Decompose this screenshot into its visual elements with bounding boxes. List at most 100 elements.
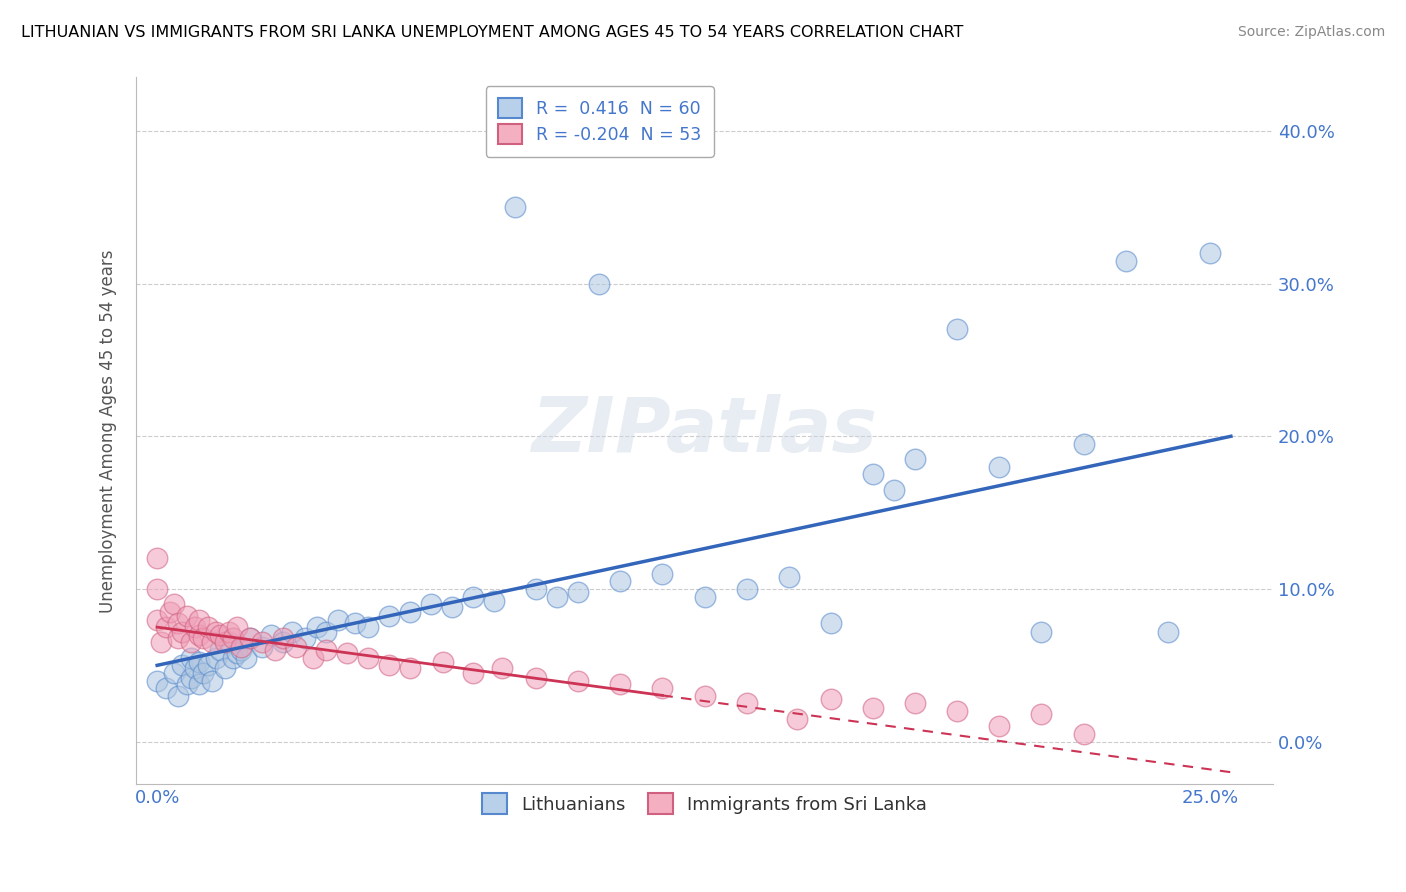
Point [209, 643, 232, 657]
Point [167, 615, 190, 630]
Point [180, 635, 202, 649]
Point [344, 615, 367, 630]
Point [357, 650, 380, 665]
Point [150, 635, 173, 649]
Point [336, 646, 359, 660]
Text: Source: ZipAtlas.com: Source: ZipAtlas.com [1237, 25, 1385, 39]
Point [159, 605, 181, 619]
Point [357, 620, 380, 634]
Point [1073, 727, 1095, 741]
Point [163, 597, 186, 611]
Point [419, 597, 441, 611]
Point [315, 643, 337, 657]
Point [735, 697, 758, 711]
Point [155, 620, 177, 634]
Point [205, 650, 228, 665]
Point [264, 643, 287, 657]
Point [285, 640, 308, 654]
Point [172, 658, 194, 673]
Point [218, 624, 240, 639]
Point [904, 697, 927, 711]
Point [1115, 253, 1137, 268]
Point [239, 631, 262, 645]
Point [328, 613, 350, 627]
Point [184, 661, 207, 675]
Point [609, 676, 631, 690]
Y-axis label: Unemployment Among Ages 45 to 54 years: Unemployment Among Ages 45 to 54 years [100, 249, 117, 613]
Point [155, 681, 177, 696]
Point [1031, 624, 1053, 639]
Point [567, 673, 589, 688]
Point [461, 665, 484, 680]
Point [180, 650, 202, 665]
Point [651, 681, 673, 696]
Point [222, 650, 245, 665]
Point [184, 620, 207, 634]
Text: ZIPatlas: ZIPatlas [531, 394, 877, 468]
Point [214, 661, 236, 675]
Point [226, 646, 249, 660]
Point [209, 628, 232, 642]
Point [862, 701, 884, 715]
Point [146, 551, 169, 566]
Point [735, 582, 758, 596]
Point [440, 600, 463, 615]
Point [820, 615, 842, 630]
Point [524, 582, 547, 596]
Point [524, 671, 547, 685]
Point [883, 483, 905, 497]
Point [146, 673, 169, 688]
Point [302, 650, 325, 665]
Point [281, 624, 304, 639]
Point [163, 665, 186, 680]
Point [1073, 437, 1095, 451]
Point [1157, 624, 1180, 639]
Point [1031, 707, 1053, 722]
Point [609, 574, 631, 589]
Point [260, 628, 283, 642]
Point [546, 590, 568, 604]
Point [398, 661, 420, 675]
Point [176, 609, 198, 624]
Point [167, 631, 190, 645]
Point [172, 624, 194, 639]
Point [231, 640, 253, 654]
Point [307, 620, 329, 634]
Point [201, 673, 224, 688]
Point [205, 624, 228, 639]
Point [820, 692, 842, 706]
Point [786, 712, 808, 726]
Point [222, 631, 245, 645]
Point [294, 631, 316, 645]
Point [193, 631, 215, 645]
Point [491, 661, 513, 675]
Point [273, 631, 295, 645]
Point [461, 590, 484, 604]
Point [503, 200, 526, 214]
Point [235, 650, 257, 665]
Point [176, 676, 198, 690]
Point [567, 585, 589, 599]
Point [231, 643, 253, 657]
Point [226, 620, 249, 634]
Point [146, 582, 169, 596]
Point [988, 459, 1011, 474]
Point [188, 628, 211, 642]
Point [188, 676, 211, 690]
Point [988, 719, 1011, 733]
Point [180, 671, 202, 685]
Point [239, 631, 262, 645]
Point [218, 635, 240, 649]
Point [946, 704, 969, 718]
Point [398, 605, 420, 619]
Point [197, 658, 219, 673]
Point [167, 689, 190, 703]
Point [146, 613, 169, 627]
Point [1198, 246, 1220, 260]
Point [588, 277, 610, 291]
Point [252, 640, 274, 654]
Point [188, 613, 211, 627]
Point [377, 658, 399, 673]
Point [651, 566, 673, 581]
Point [432, 655, 454, 669]
